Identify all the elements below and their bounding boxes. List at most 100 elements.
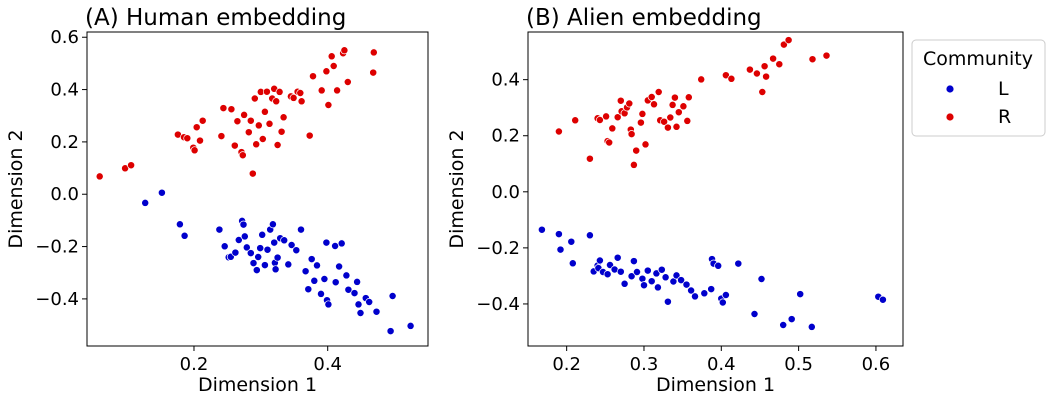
data-point xyxy=(663,297,672,306)
data-point xyxy=(329,62,338,70)
data-point xyxy=(369,68,378,77)
data-point xyxy=(183,134,192,143)
data-point xyxy=(344,285,353,294)
data-point xyxy=(779,321,788,329)
y-tick-label: −0.4 xyxy=(476,294,520,315)
legend-label-r: R xyxy=(998,106,1011,128)
panel-alien-embedding: (B) Alien embedding 0.2 0.3 0.4 0.5 0.6 −0.4 −0… xyxy=(446,5,904,396)
data-point xyxy=(677,276,686,285)
data-point xyxy=(707,285,716,294)
data-point xyxy=(605,138,614,147)
data-point xyxy=(568,259,577,268)
x-tick-label: 0.4 xyxy=(313,354,342,375)
data-point xyxy=(653,283,662,292)
data-point xyxy=(567,237,576,246)
data-point xyxy=(388,292,397,300)
data-point xyxy=(240,110,249,119)
data-point xyxy=(672,122,681,131)
data-point xyxy=(406,321,415,330)
legend-marker-r xyxy=(945,112,955,122)
data-point xyxy=(157,188,166,197)
data-point xyxy=(250,94,259,103)
data-point xyxy=(252,266,261,275)
data-point xyxy=(762,72,771,81)
data-point xyxy=(369,48,378,57)
data-point xyxy=(190,146,199,155)
data-point xyxy=(254,253,263,261)
data-point xyxy=(239,220,248,229)
data-point xyxy=(354,300,363,309)
y-tick-label: 0.2 xyxy=(50,132,79,153)
data-point xyxy=(822,51,831,60)
data-point xyxy=(365,298,374,306)
data-point xyxy=(343,78,352,86)
data-point xyxy=(714,261,723,270)
data-point xyxy=(198,116,207,125)
data-point xyxy=(386,327,395,336)
data-point xyxy=(248,169,257,178)
data-point xyxy=(683,116,692,125)
data-point xyxy=(638,274,647,283)
data-point xyxy=(320,275,329,283)
data-point xyxy=(335,262,344,271)
data-point xyxy=(638,109,647,118)
data-point xyxy=(554,127,563,136)
data-point xyxy=(337,239,346,248)
data-point xyxy=(327,52,336,61)
data-point xyxy=(309,72,317,81)
data-point xyxy=(627,272,636,281)
data-point xyxy=(613,113,622,122)
y-tick-label: 0.2 xyxy=(491,126,520,147)
data-point xyxy=(322,67,331,76)
data-point xyxy=(687,286,696,295)
legend-title: Community xyxy=(923,48,1033,70)
data-point xyxy=(636,118,645,127)
data-point xyxy=(784,36,793,45)
x-tick-label: 0.3 xyxy=(630,354,659,375)
data-point xyxy=(317,86,326,95)
data-point xyxy=(180,231,189,240)
data-point xyxy=(878,295,887,304)
data-point xyxy=(372,307,381,316)
data-point xyxy=(672,271,681,280)
data-point xyxy=(571,116,580,125)
data-point xyxy=(196,136,204,145)
data-point xyxy=(238,151,247,160)
data-point xyxy=(340,46,349,55)
data-point xyxy=(305,131,314,140)
data-point xyxy=(313,261,321,270)
data-point xyxy=(356,309,365,317)
data-point xyxy=(727,74,736,83)
data-point xyxy=(304,285,313,294)
data-point xyxy=(273,253,282,262)
x-axis-label: Dimension 1 xyxy=(198,374,317,396)
series-r xyxy=(95,46,378,181)
data-point xyxy=(258,230,267,239)
data-point xyxy=(297,97,306,106)
data-point xyxy=(277,127,286,136)
data-point xyxy=(240,232,249,241)
data-point xyxy=(289,93,298,102)
data-point xyxy=(669,277,678,286)
data-point xyxy=(292,246,301,255)
data-point xyxy=(620,279,629,288)
data-point xyxy=(734,259,743,268)
y-tick-label: 0.4 xyxy=(50,80,79,101)
data-point xyxy=(796,290,805,299)
data-point xyxy=(256,244,265,253)
data-point xyxy=(342,271,351,280)
data-point xyxy=(661,273,670,282)
data-point xyxy=(537,225,546,234)
data-point xyxy=(616,96,625,105)
data-point xyxy=(353,277,362,286)
data-point xyxy=(271,265,280,274)
data-point xyxy=(585,154,594,163)
data-point xyxy=(700,289,709,298)
data-point xyxy=(242,243,251,252)
data-point xyxy=(668,100,677,109)
data-point xyxy=(641,140,650,149)
x-tick-label: 0.5 xyxy=(784,354,813,375)
data-point xyxy=(260,107,269,116)
data-point xyxy=(632,146,641,155)
